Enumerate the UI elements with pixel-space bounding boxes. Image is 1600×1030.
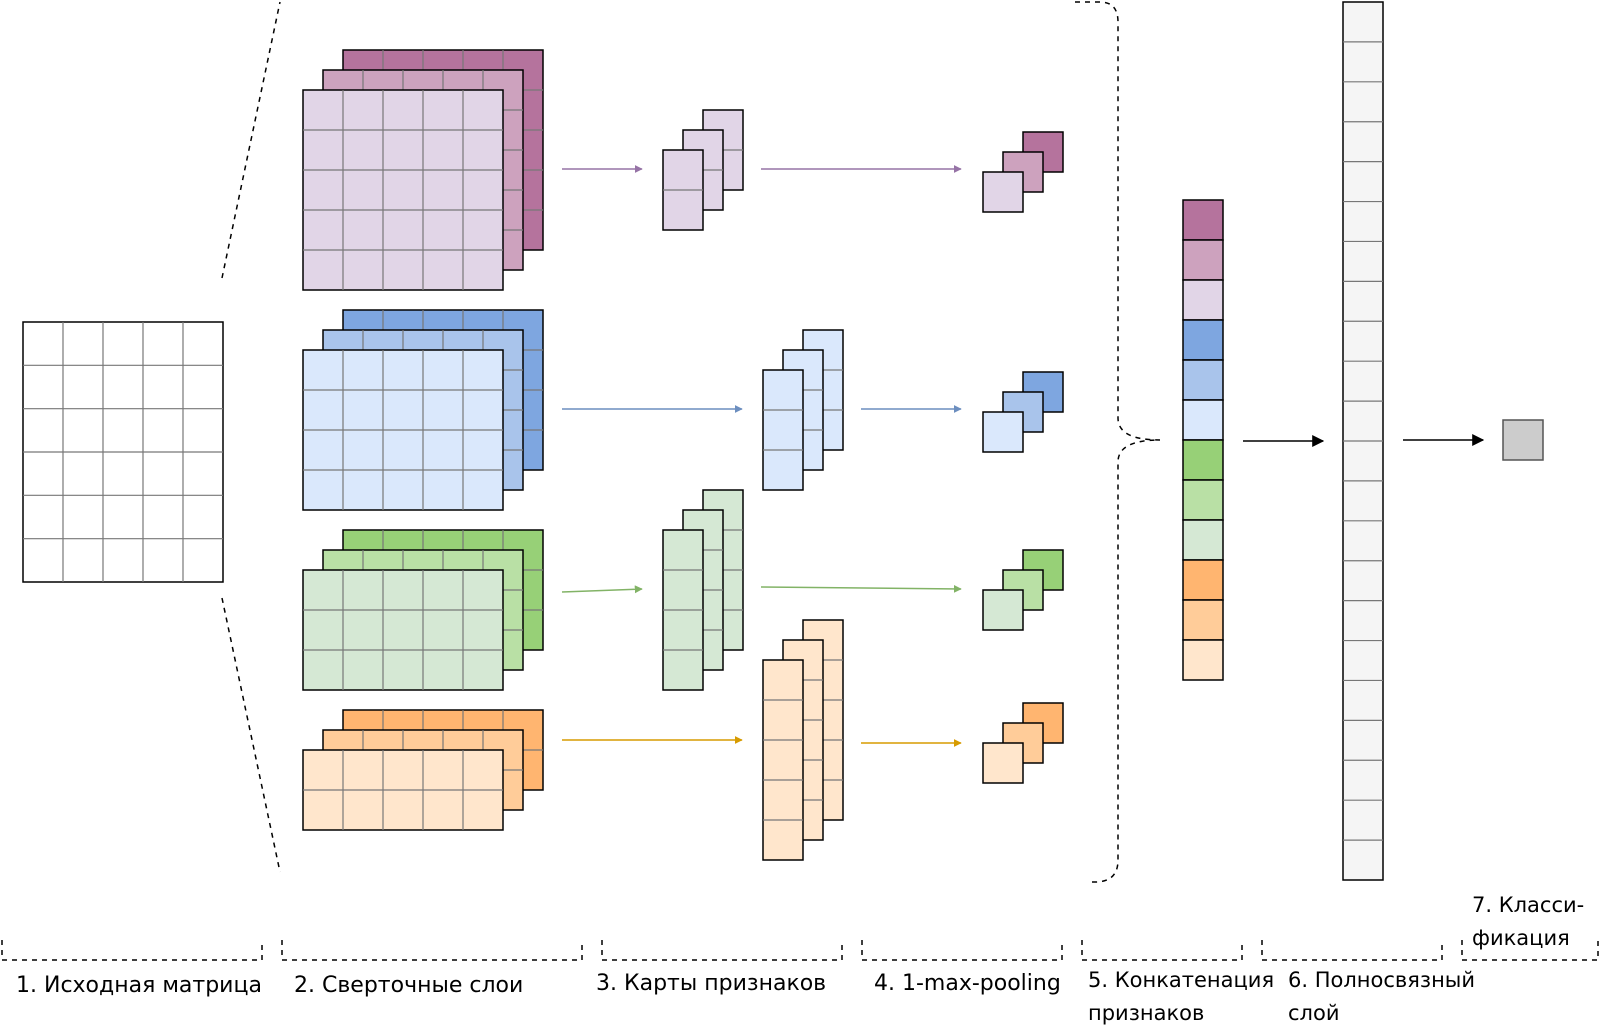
fully-connected-layer: [1342, 1, 1384, 881]
arrow-green-map-to-pool: [760, 584, 962, 593]
conv-filter-orange-front: [302, 749, 504, 831]
concat-cell-green-light: [1182, 519, 1224, 561]
feature-map-orange-front-frame: [762, 659, 804, 861]
feature-map-orange-front: [762, 659, 804, 861]
bracket-step1: [1, 940, 263, 961]
bracket-step4: [861, 940, 1063, 961]
bracket-step2: [281, 940, 583, 961]
feature-map-blue-front: [762, 369, 804, 491]
pooled-stack-purple: [982, 131, 1064, 213]
pooled-purple-front: [982, 171, 1024, 213]
conv-stack-blue: [302, 309, 544, 511]
conv-stack-orange: [302, 709, 544, 831]
pooled-green-front: [982, 589, 1024, 631]
conv-filter-green-front: [302, 569, 504, 691]
label-step6-line1: 6. Полносвязный: [1288, 968, 1475, 992]
label-step4: 4. 1-max-pooling: [874, 971, 1061, 996]
pooled-blue-front: [982, 411, 1024, 453]
bracket-step5: [1081, 940, 1243, 961]
input-matrix-grid: [22, 321, 224, 583]
max-pooling-outputs: [982, 131, 1064, 784]
feature-map-blue-front-frame: [762, 369, 804, 491]
label-step7-line1: 7. Класси-: [1472, 893, 1584, 917]
concat-cell-purple-dark: [1182, 199, 1224, 241]
concat-cell-purple-light: [1182, 279, 1224, 321]
conv-stack-purple: [302, 49, 544, 291]
concat-cell-green-dark: [1182, 439, 1224, 481]
arrow-green-conv-to-map: [561, 585, 643, 594]
feature-maps: [662, 109, 844, 861]
feature-map-green-front: [662, 529, 704, 691]
label-step1: 1. Исходная матрица: [16, 973, 262, 998]
bracket-step6: [1261, 940, 1443, 961]
label-step6-line2: слой: [1288, 1001, 1339, 1025]
stage-brackets: [1, 940, 1599, 961]
label-step3: 3. Карты признаков: [596, 971, 826, 996]
classification-output: [1502, 419, 1544, 461]
conv-stack-green: [302, 529, 544, 691]
pooled-stack-green: [982, 549, 1064, 631]
label-step5-line1: 5. Конкатенация: [1088, 968, 1274, 992]
input-matrix: [22, 321, 224, 583]
feature-map-stack-purple: [662, 109, 744, 231]
concat-cell-orange-light: [1182, 639, 1224, 681]
pooled-orange-front: [982, 742, 1024, 784]
pooled-stack-orange: [982, 702, 1064, 784]
bracket-step7: [1461, 940, 1599, 961]
flow-arrows: [561, 165, 962, 747]
concat-cell-blue-dark: [1182, 319, 1224, 361]
concatenation-brace: [1075, 1, 1161, 883]
feature-map-purple-front: [662, 149, 704, 231]
projection-lines: [221, 1, 281, 873]
concat-cell-orange-mid: [1182, 599, 1224, 641]
bracket-step3: [601, 940, 843, 961]
concat-cell-orange-dark: [1182, 559, 1224, 601]
concat-cell-blue-mid: [1182, 359, 1224, 401]
conv-filter-green-front-frame: [302, 569, 504, 691]
label-step5-line2: признаков: [1088, 1001, 1204, 1025]
concat-cell-blue-light: [1182, 399, 1224, 441]
concat-cell-green-mid: [1182, 479, 1224, 521]
conv-filter-blue-front: [302, 349, 504, 511]
label-step2: 2. Сверточные слои: [294, 973, 523, 998]
conv-filter-purple-front-frame: [302, 89, 504, 291]
feature-map-stack-green: [662, 489, 744, 691]
convolution-layers: [302, 49, 544, 831]
label-step7-line2: фикация: [1472, 926, 1570, 950]
concat-cell-purple-mid: [1182, 239, 1224, 281]
feature-map-stack-blue: [762, 329, 844, 491]
pooled-stack-blue: [982, 371, 1064, 453]
concatenated-vector: [1182, 199, 1224, 681]
feature-map-stack-orange: [762, 619, 844, 861]
conv-filter-purple-front: [302, 89, 504, 291]
